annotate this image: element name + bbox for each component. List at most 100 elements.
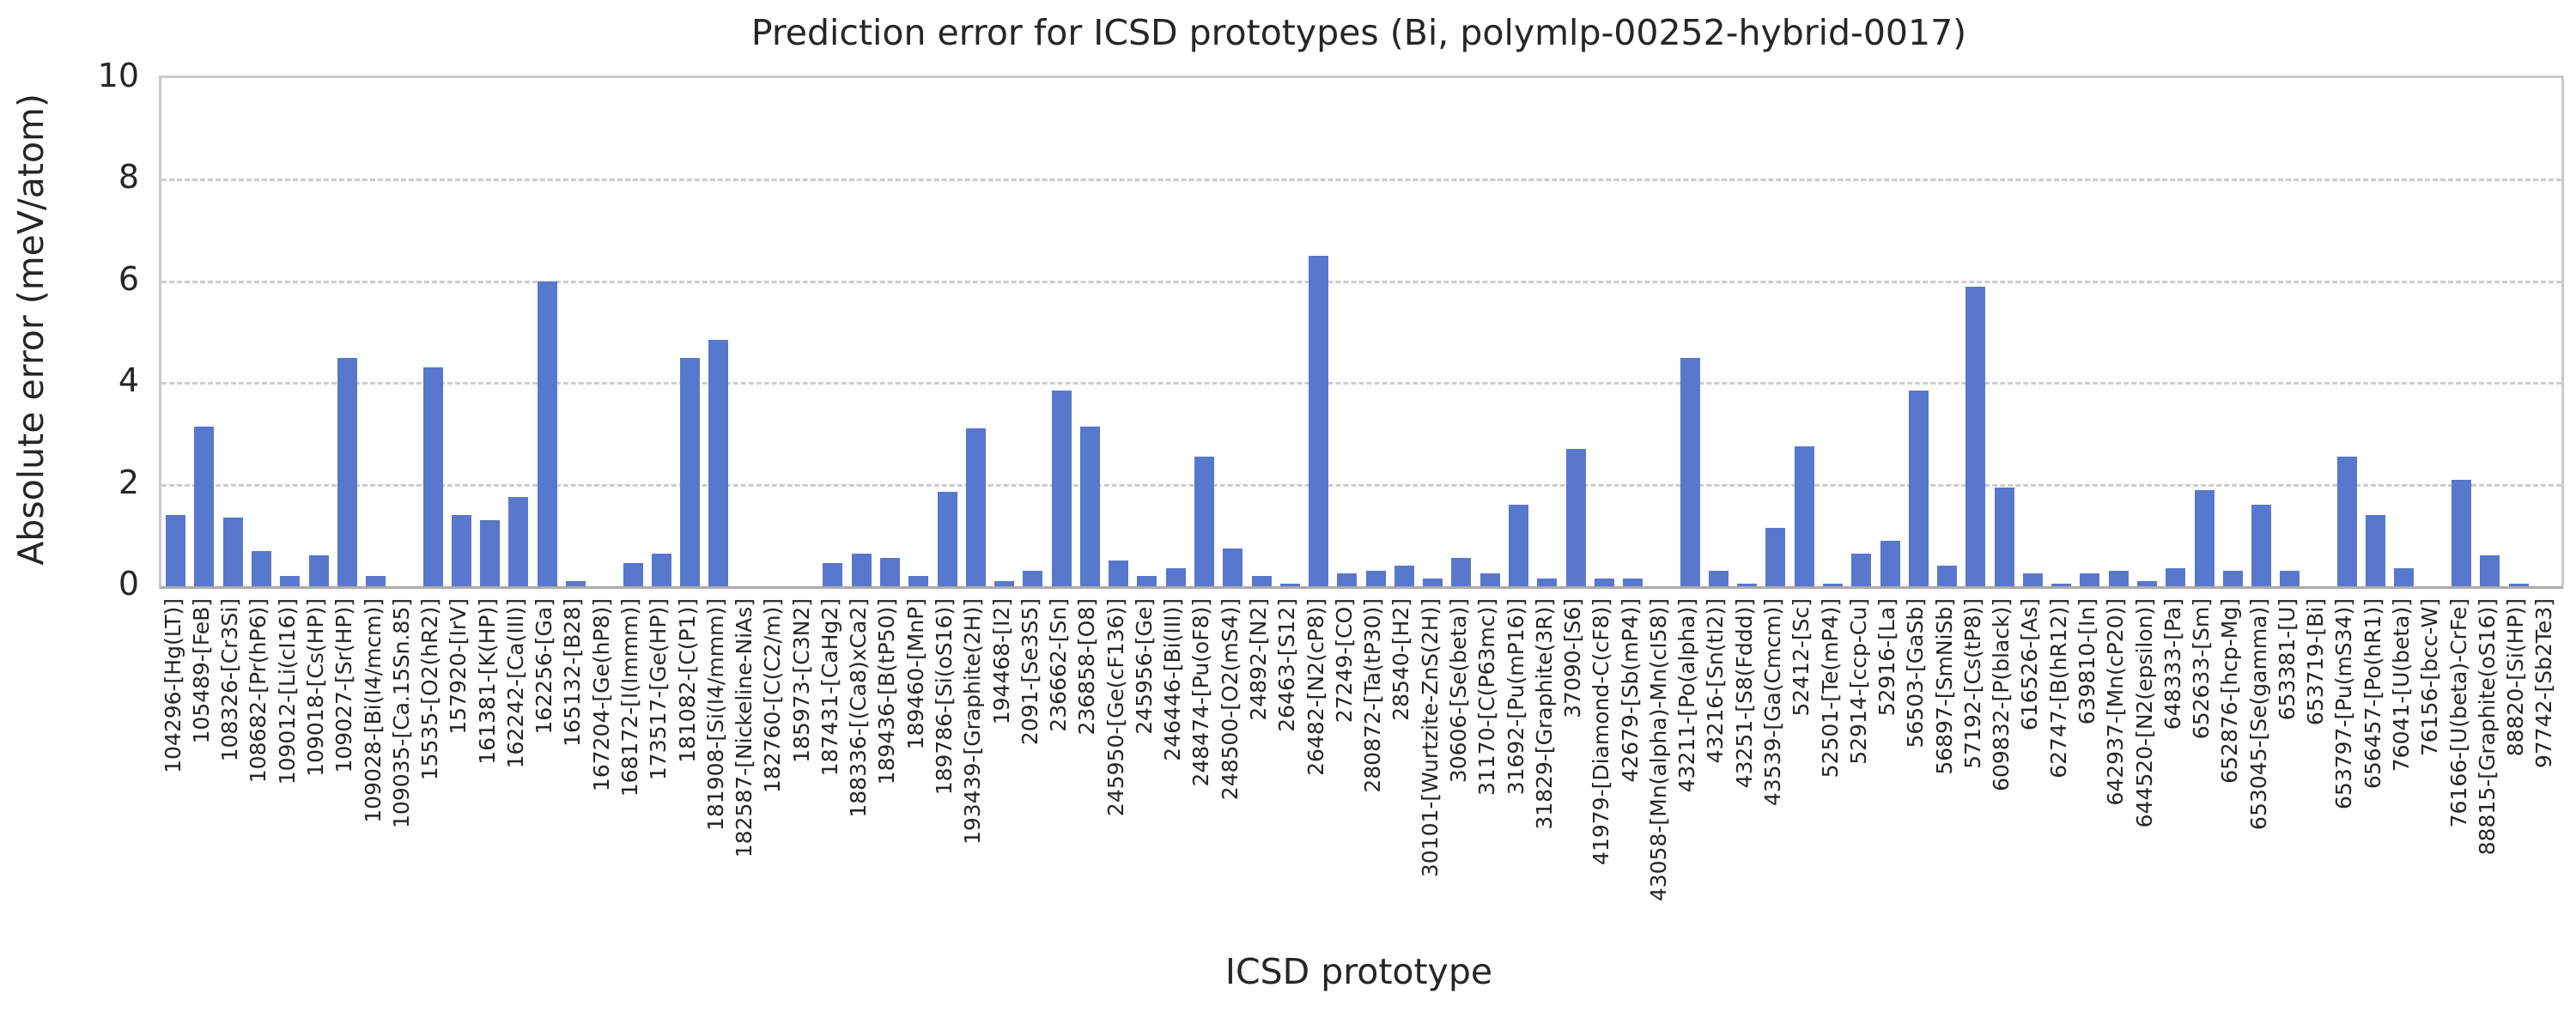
x-tick-609832-[P(black)]: 609832-[P(black)] xyxy=(1989,598,2014,791)
x-tick-label: 157920-[IrV] xyxy=(446,598,471,735)
x-tick-label: 161381-[K(HP)] xyxy=(474,598,500,765)
bar-280872-[Ta(tP30)] xyxy=(1365,571,1386,586)
x-tick-157920-[IrV]: 157920-[IrV] xyxy=(446,598,471,735)
x-tick-644520-[N2(epsilon)]: 644520-[N2(epsilon)] xyxy=(2132,598,2158,827)
bar-52916-[La] xyxy=(1880,540,1900,586)
bar-56897-[SmNiSb] xyxy=(1937,566,1958,586)
bar-168172-[I(Immm)] xyxy=(623,563,643,586)
x-tick-label: 88815-[Graphite(oS16)] xyxy=(2474,598,2500,856)
x-tick-30606-[Se(beta)]: 30606-[Se(beta)] xyxy=(1446,598,1472,783)
x-tick-label: 31170-[C(P63mc)] xyxy=(1474,598,1500,797)
x-tick-246446-[Bi(III)]: 246446-[Bi(III)] xyxy=(1160,598,1186,761)
x-tick-label: 43211-[Po(alpha)] xyxy=(1674,598,1700,793)
x-tick-2091-[Se3S5]: 2091-[Se3S5] xyxy=(1018,598,1043,745)
x-tick-165132-[B28]: 165132-[B28] xyxy=(560,598,586,747)
x-tick-label: 648333-[Pa] xyxy=(2160,598,2185,730)
y-axis-label-box: Absolute error (meV/atom) xyxy=(9,76,53,584)
x-tick-label: 109028-[Bi(I4/mcm)] xyxy=(360,598,386,823)
x-tick-label: 43216-[Sn(tI2)] xyxy=(1703,598,1728,764)
y-tick-label-8: 8 xyxy=(118,158,139,197)
x-tick-167204-[Ge(hP8)]: 167204-[Ge(hP8)] xyxy=(589,598,615,791)
x-tick-label: 37090-[S6] xyxy=(1560,598,1586,718)
bar-248500-[O2(mS4)] xyxy=(1223,548,1243,586)
x-tick-245956-[Ge]: 245956-[Ge] xyxy=(1132,598,1157,735)
x-tick-label: 245950-[Ge(cF136)] xyxy=(1103,598,1128,817)
x-tick-189436-[B(tP50)]: 189436-[B(tP50)] xyxy=(874,598,900,785)
y-tick-label-2: 2 xyxy=(118,463,139,501)
x-tick-label: 28540-[H2] xyxy=(1388,598,1414,721)
x-tick-label: 30606-[Se(beta)] xyxy=(1445,598,1471,784)
x-tick-label: 31829-[Graphite(3R)] xyxy=(1531,598,1557,830)
x-tick-639810-[In]: 639810-[In] xyxy=(2075,598,2100,724)
x-tick-653719-[Bi]: 653719-[Bi] xyxy=(2303,598,2329,725)
y-tick-label-4: 4 xyxy=(118,361,139,400)
bar-76041-[U(beta)] xyxy=(2394,568,2415,586)
x-tick-28540-[H2]: 28540-[H2] xyxy=(1388,598,1414,721)
bar-30606-[Se(beta)] xyxy=(1451,558,1472,586)
x-tick-161381-[K(HP)]: 161381-[K(HP)] xyxy=(475,598,501,765)
gridline-y2 xyxy=(161,483,2561,487)
x-tick-187431-[CaHg2]: 187431-[CaHg2] xyxy=(817,598,843,776)
bar-104296-[Hg(LT)] xyxy=(166,515,186,586)
x-tick-52914-[ccp-Cu]: 52914-[ccp-Cu] xyxy=(1846,598,1872,765)
x-tick-109012-[Li(cI16)]: 109012-[Li(cI16)] xyxy=(275,598,301,785)
x-tick-109018-[Cs(HP)]: 109018-[Cs(HP)] xyxy=(303,598,329,777)
x-tick-label: 52916-[La] xyxy=(1874,598,1900,717)
bar-652633-[Sm] xyxy=(2194,489,2215,586)
x-tick-26463-[S12]: 26463-[S12] xyxy=(1274,598,1300,732)
x-tick-label: 109018-[Cs(HP)] xyxy=(303,598,328,777)
x-tick-97742-[Sb2Te3]: 97742-[Sb2Te3] xyxy=(2531,598,2557,768)
bar-189460-[MnP] xyxy=(908,576,929,586)
bar-88820-[Si(HP)] xyxy=(2508,584,2529,586)
x-tick-label: 187431-[CaHg2] xyxy=(817,598,842,777)
x-tick-label: 236858-[O8] xyxy=(1074,598,1100,736)
bar-245956-[Ge] xyxy=(1137,576,1157,586)
bar-644520-[N2(epsilon)] xyxy=(2137,581,2158,586)
bar-43216-[Sn(tI2)] xyxy=(1708,571,1728,586)
x-tick-label: 248500-[O2(mS4)] xyxy=(1217,598,1242,801)
x-tick-43211-[Po(alpha)]: 43211-[Po(alpha)] xyxy=(1674,598,1700,792)
bar-37090-[S6] xyxy=(1565,449,1586,586)
x-tick-label: 181908-[Si(I4/mmm)] xyxy=(702,598,728,832)
x-tick-52412-[Sc]: 52412-[Sc] xyxy=(1789,598,1814,717)
x-tick-label: 167204-[Ge(hP8)] xyxy=(588,598,614,792)
x-tick-62747-[B(hR12)]: 62747-[B(hR12)] xyxy=(2046,598,2072,779)
bar-616526-[As] xyxy=(2022,573,2043,586)
x-tick-42679-[Sb(mP4)]: 42679-[Sb(mP4)] xyxy=(1618,598,1643,783)
bar-24892-[N2] xyxy=(1251,576,1272,586)
bar-639810-[In] xyxy=(2080,573,2100,586)
x-tick-label: 189786-[Si(oS16)] xyxy=(932,598,957,796)
gridline-y6 xyxy=(161,280,2561,283)
bar-42679-[Sb(mP4)] xyxy=(1623,579,1643,586)
y-tick-label-6: 6 xyxy=(118,259,139,298)
bar-653797-[Pu(mS34)] xyxy=(2336,457,2357,586)
x-tick-label: 248474-[Pu(oF8)] xyxy=(1188,598,1214,787)
bar-648333-[Pa] xyxy=(2166,568,2186,586)
x-tick-label: 56503-[GaSb] xyxy=(1903,598,1929,748)
bar-52501-[Te(mP4)] xyxy=(1823,584,1844,586)
x-tick-label: 280872-[Ta(tP30)] xyxy=(1360,598,1386,793)
x-tick-label: 236662-[Sn] xyxy=(1046,598,1072,732)
x-tick-185973-[C3N2]: 185973-[C3N2] xyxy=(789,598,815,763)
x-tick-652876-[hcp-Mg]: 652876-[hcp-Mg] xyxy=(2217,598,2243,784)
x-tick-181908-[Si(I4/mmm)]: 181908-[Si(I4/mmm)] xyxy=(703,598,729,831)
bar-187431-[CaHg2] xyxy=(823,563,843,586)
x-tick-label: 245956-[Ge] xyxy=(1131,598,1157,735)
x-tick-105489-[FeB]: 105489-[FeB] xyxy=(189,598,215,744)
bar-31829-[Graphite(3R)] xyxy=(1537,579,1558,586)
x-tick-56897-[SmNiSb]: 56897-[SmNiSb] xyxy=(1932,598,1958,775)
bar-173517-[Ge(HP)] xyxy=(651,553,671,586)
bar-26482-[N2(cP8)] xyxy=(1309,256,1329,586)
bar-109027-[Sr(HP)] xyxy=(337,357,357,586)
x-tick-162256-[Ga]: 162256-[Ga] xyxy=(532,598,557,735)
bar-193439-[Graphite(2H)] xyxy=(965,428,986,586)
bar-108326-[Cr3Si] xyxy=(222,518,243,586)
x-tick-label: 188336-[(Ca8)xCa2] xyxy=(846,598,872,818)
bar-248474-[Pu(oF8)] xyxy=(1194,457,1214,586)
x-tick-280872-[Ta(tP30)]: 280872-[Ta(tP30)] xyxy=(1360,598,1386,793)
x-tick-label: 31692-[Pu(mP16)] xyxy=(1503,598,1528,796)
x-tick-41979-[Diamond-C(cF8)]: 41979-[Diamond-C(cF8)] xyxy=(1589,598,1614,865)
x-tick-182760-[C(C2/m)]: 182760-[C(C2/m)] xyxy=(760,598,786,793)
x-tick-label: 193439-[Graphite(2H)] xyxy=(960,598,986,845)
x-tick-109028-[Bi(I4/mcm)]: 109028-[Bi(I4/mcm)] xyxy=(361,598,386,823)
